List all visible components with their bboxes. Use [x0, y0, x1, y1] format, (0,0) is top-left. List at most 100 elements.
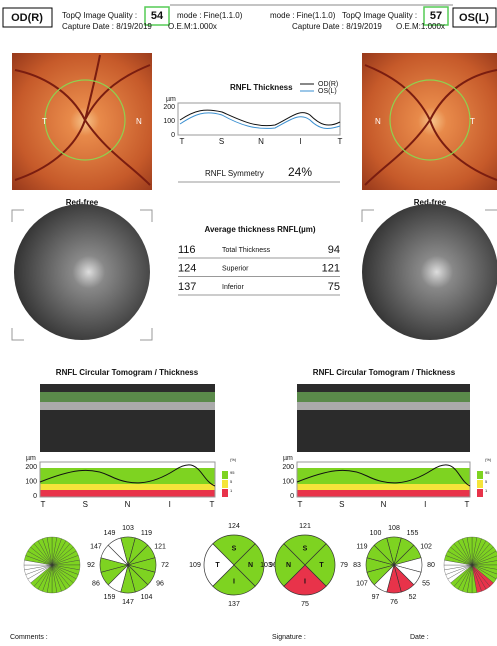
- row-label: Superior: [222, 265, 249, 272]
- clock-value: 119: [141, 530, 152, 537]
- tomogram-title: RNFL Circular Tomogram / Thickness: [56, 368, 199, 377]
- x-label: T: [338, 137, 343, 146]
- x-label: N: [258, 137, 264, 146]
- legend-swatch: [222, 489, 228, 497]
- plot-title: RNFL Thickness: [230, 83, 293, 92]
- clock-value: 97: [372, 594, 380, 601]
- oem: O.E.M:1.000x: [396, 22, 445, 31]
- clock-value: 149: [104, 530, 116, 537]
- clock-value: 55: [422, 580, 430, 587]
- quadrant-value: 75: [301, 601, 309, 608]
- average-title: Average thickness RNFL(µm): [204, 225, 315, 234]
- clock-value: 147: [122, 599, 134, 606]
- legend-label: OS(L): [318, 88, 337, 95]
- x-label: T: [465, 500, 470, 509]
- quadrant-value: 109: [189, 562, 201, 569]
- clock-value: 121: [154, 543, 166, 550]
- x-label: T: [41, 500, 46, 509]
- legend-label: 95: [230, 470, 235, 475]
- legend-label: 5: [485, 479, 488, 484]
- os-redfree: [362, 204, 497, 340]
- quadrant-value: 79: [340, 562, 348, 569]
- borderline-band: [40, 484, 215, 490]
- y-tick-label: 200: [282, 464, 294, 471]
- clock-value: 86: [92, 580, 100, 587]
- quadrant-letter: I: [233, 578, 235, 585]
- y-tick-label: 0: [290, 493, 294, 500]
- x-label: T: [298, 500, 303, 509]
- od-label: OD(R): [11, 12, 43, 24]
- legend-label: (%): [485, 457, 492, 462]
- os-fundus: [362, 53, 497, 190]
- quadrant-letter: T: [319, 562, 324, 569]
- clock-value: 103: [122, 525, 134, 532]
- fundus-label: N: [136, 117, 142, 126]
- legend-label: 1: [230, 488, 233, 493]
- rnfl-plot: [178, 103, 340, 135]
- y-tick-label: 200: [25, 464, 37, 471]
- x-label: S: [219, 137, 224, 146]
- quadrant-letter: N: [248, 562, 253, 569]
- x-label: N: [381, 500, 387, 509]
- quality-label: TopQ Image Quality :: [62, 11, 137, 20]
- clock-value: 72: [161, 562, 169, 569]
- os-tomogram-image: [297, 384, 470, 452]
- clock-value: 102: [420, 543, 432, 550]
- signature: Signature :: [272, 634, 306, 641]
- quadrant-value: 121: [299, 523, 311, 530]
- x-label: S: [83, 500, 88, 509]
- quadrant-value: 103: [260, 562, 272, 569]
- page: {"header":{"od_label":"OD(R)","os_label"…: [0, 0, 497, 646]
- os-value: 121: [322, 262, 340, 274]
- od-value: 137: [178, 281, 196, 293]
- quadrant-letter: S: [303, 545, 308, 552]
- od-value: 116: [178, 244, 196, 256]
- od-fundus: [12, 53, 152, 190]
- report: OD(R) TopQ Image Quality : 54 mode : Fin…: [0, 0, 497, 646]
- mode: mode : Fine(1.1.0): [270, 11, 336, 20]
- y-tick-label: 200: [163, 104, 175, 111]
- os-value: 75: [328, 281, 340, 293]
- clock-value: 96: [156, 580, 164, 587]
- clock-value: 100: [370, 530, 382, 537]
- unit: µm: [166, 96, 176, 103]
- y-tick-label: 0: [171, 132, 175, 139]
- os-value: 94: [328, 244, 340, 256]
- clock-value: 108: [388, 525, 400, 532]
- legend-label: 95: [485, 470, 490, 475]
- x-label: S: [339, 500, 344, 509]
- date: Date :: [410, 634, 429, 641]
- mode: mode : Fine(1.1.0): [177, 11, 243, 20]
- capture: Capture Date : 8/19/2019: [62, 22, 152, 31]
- fundus-label: T: [42, 117, 47, 126]
- legend-label: (%): [230, 457, 237, 462]
- oem: O.E.M:1.000x: [168, 22, 217, 31]
- fundus-label: T: [470, 117, 475, 126]
- os-label: OS(L): [459, 12, 489, 24]
- quadrant-letter: T: [215, 562, 220, 569]
- clock-value: 119: [356, 543, 367, 550]
- tomogram-title: RNFL Circular Tomogram / Thickness: [313, 368, 456, 377]
- legend-label: 5: [230, 479, 233, 484]
- clock-value: 83: [353, 562, 361, 569]
- legend-swatch: [477, 489, 483, 497]
- clock-value: 159: [104, 594, 116, 601]
- quadrant-letter: S: [232, 545, 237, 552]
- legend-swatch: [222, 480, 228, 488]
- legend-label: 1: [485, 488, 488, 493]
- row-label: Total Thickness: [222, 247, 271, 254]
- clock-value: 92: [87, 562, 95, 569]
- y-tick-label: 100: [25, 478, 37, 485]
- od-tomogram-image: [40, 384, 215, 452]
- quality-label: TopQ Image Quality :: [342, 11, 417, 20]
- comments: Comments :: [10, 634, 48, 641]
- row-label: Inferior: [222, 284, 244, 291]
- quality: 57: [430, 10, 442, 22]
- clock-value: 80: [427, 562, 435, 569]
- quadrant-value: 137: [228, 601, 240, 608]
- y-tick-label: 100: [282, 478, 294, 485]
- od-redfree: [12, 204, 152, 340]
- abnormal-band: [40, 490, 215, 497]
- legend-swatch: [222, 471, 228, 479]
- legend-swatch: [477, 471, 483, 479]
